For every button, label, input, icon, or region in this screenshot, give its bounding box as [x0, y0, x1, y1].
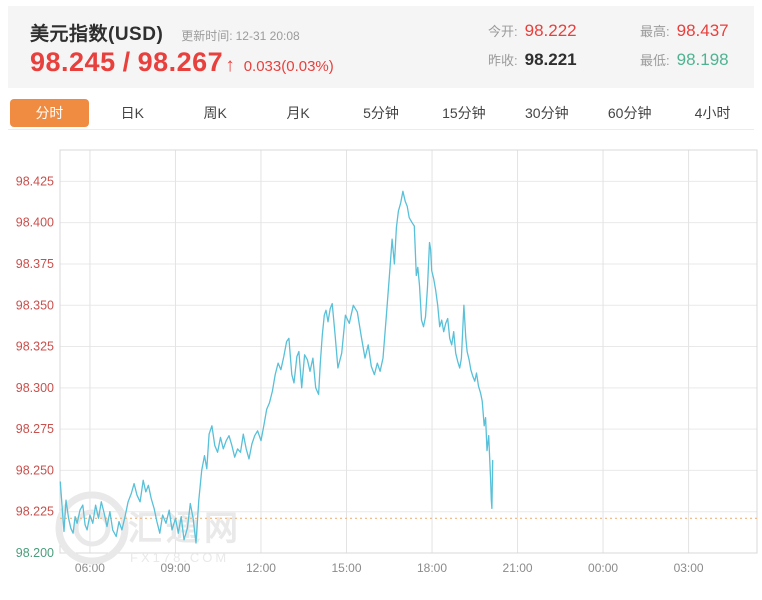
- stat-low-value: 98.198: [676, 50, 729, 69]
- y-axis-label: 98.350: [16, 298, 54, 312]
- tab-weekly-k[interactable]: 周K: [203, 104, 227, 121]
- x-axis-label: 06:00: [75, 561, 105, 575]
- x-axis-label: 15:00: [331, 561, 361, 575]
- stat-prev-close-value: 98.221: [524, 50, 577, 69]
- update-time-label: 更新时间:: [181, 29, 233, 43]
- quote-stats: 今开: 98.222 最高: 98.437 昨收: 98.221 最低: 98.…: [488, 21, 729, 70]
- y-axis-label: 98.325: [16, 340, 54, 354]
- ask-price: 98.267: [137, 47, 224, 77]
- page-title: 美元指数(USD): [30, 24, 164, 45]
- y-axis-label: 98.425: [16, 174, 54, 188]
- tab-daily-k[interactable]: 日K: [120, 104, 144, 121]
- stat-low-label: 最低:: [640, 53, 670, 68]
- tab-monthly-k[interactable]: 月K: [286, 104, 310, 121]
- bid-price: 98.245: [30, 47, 116, 77]
- svg-text:FX178.COM: FX178.COM: [130, 550, 229, 565]
- x-axis-label: 03:00: [674, 561, 704, 575]
- stat-open-label: 今开:: [488, 24, 518, 39]
- title-row: 美元指数(USD) 更新时间: 12-31 20:08: [30, 19, 303, 46]
- y-axis-label: 98.400: [16, 216, 54, 230]
- stat-high-value: 98.437: [676, 21, 729, 40]
- stat-prev-close: 昨收: 98.221: [488, 50, 640, 70]
- stat-high-label: 最高:: [640, 24, 670, 39]
- y-axis-label: 98.300: [16, 381, 54, 395]
- price-line: [59, 190, 494, 544]
- y-axis-label: 98.225: [16, 505, 54, 519]
- price-chart[interactable]: 98.425 98.400 98.375 98.350 98.325 98.300 98.2…: [0, 140, 762, 600]
- stat-low: 最低: 98.198: [640, 50, 729, 70]
- tab-15min[interactable]: 15分钟: [442, 104, 486, 121]
- y-axis-label: 98.375: [16, 257, 54, 271]
- tab-5min[interactable]: 5分钟: [363, 104, 399, 121]
- interval-tabbar: 分时 日K 周K 月K 5分钟 15分钟 30分钟 60分钟 4小时: [8, 96, 754, 130]
- tab-60min[interactable]: 60分钟: [607, 104, 652, 121]
- stat-prev-close-label: 昨收:: [488, 53, 518, 68]
- chart-svg: 98.425 98.400 98.375 98.350 98.325 98.300 98.2…: [16, 149, 758, 575]
- update-time-value: 12-31 20:08: [235, 29, 300, 43]
- x-axis-label: 18:00: [417, 561, 447, 575]
- y-axis-label: 98.200: [16, 546, 54, 560]
- stat-open: 今开: 98.222: [488, 21, 640, 41]
- price-separator: /: [122, 47, 131, 77]
- y-axis-label: 98.250: [16, 463, 54, 477]
- plot-border: [59, 149, 758, 554]
- stat-open-value: 98.222: [524, 21, 577, 40]
- change-value: 0.033(0.03%): [243, 58, 334, 75]
- tab-30min[interactable]: 30分钟: [525, 104, 569, 121]
- svg-text:汇通网: 汇通网: [128, 510, 242, 548]
- x-axis-label: 09:00: [160, 561, 190, 575]
- tab-4hour[interactable]: 4小时: [694, 104, 731, 121]
- up-arrow-icon: ↑: [225, 55, 235, 76]
- stat-high: 最高: 98.437: [640, 21, 729, 41]
- quote-header: 美元指数(USD) 更新时间: 12-31 20:08 98.245 / 98.2…: [8, 6, 754, 88]
- update-time: 更新时间: 12-31 20:08: [181, 27, 302, 44]
- price-row: 98.245 / 98.267 ↑ 0.033(0.03%): [30, 47, 334, 78]
- y-axis-label: 98.275: [16, 422, 54, 436]
- x-axis-label: 21:00: [503, 561, 533, 575]
- x-axis-label: 12:00: [246, 561, 276, 575]
- tab-fenshi[interactable]: 分时: [10, 98, 89, 127]
- x-axis-label: 00:00: [588, 561, 618, 575]
